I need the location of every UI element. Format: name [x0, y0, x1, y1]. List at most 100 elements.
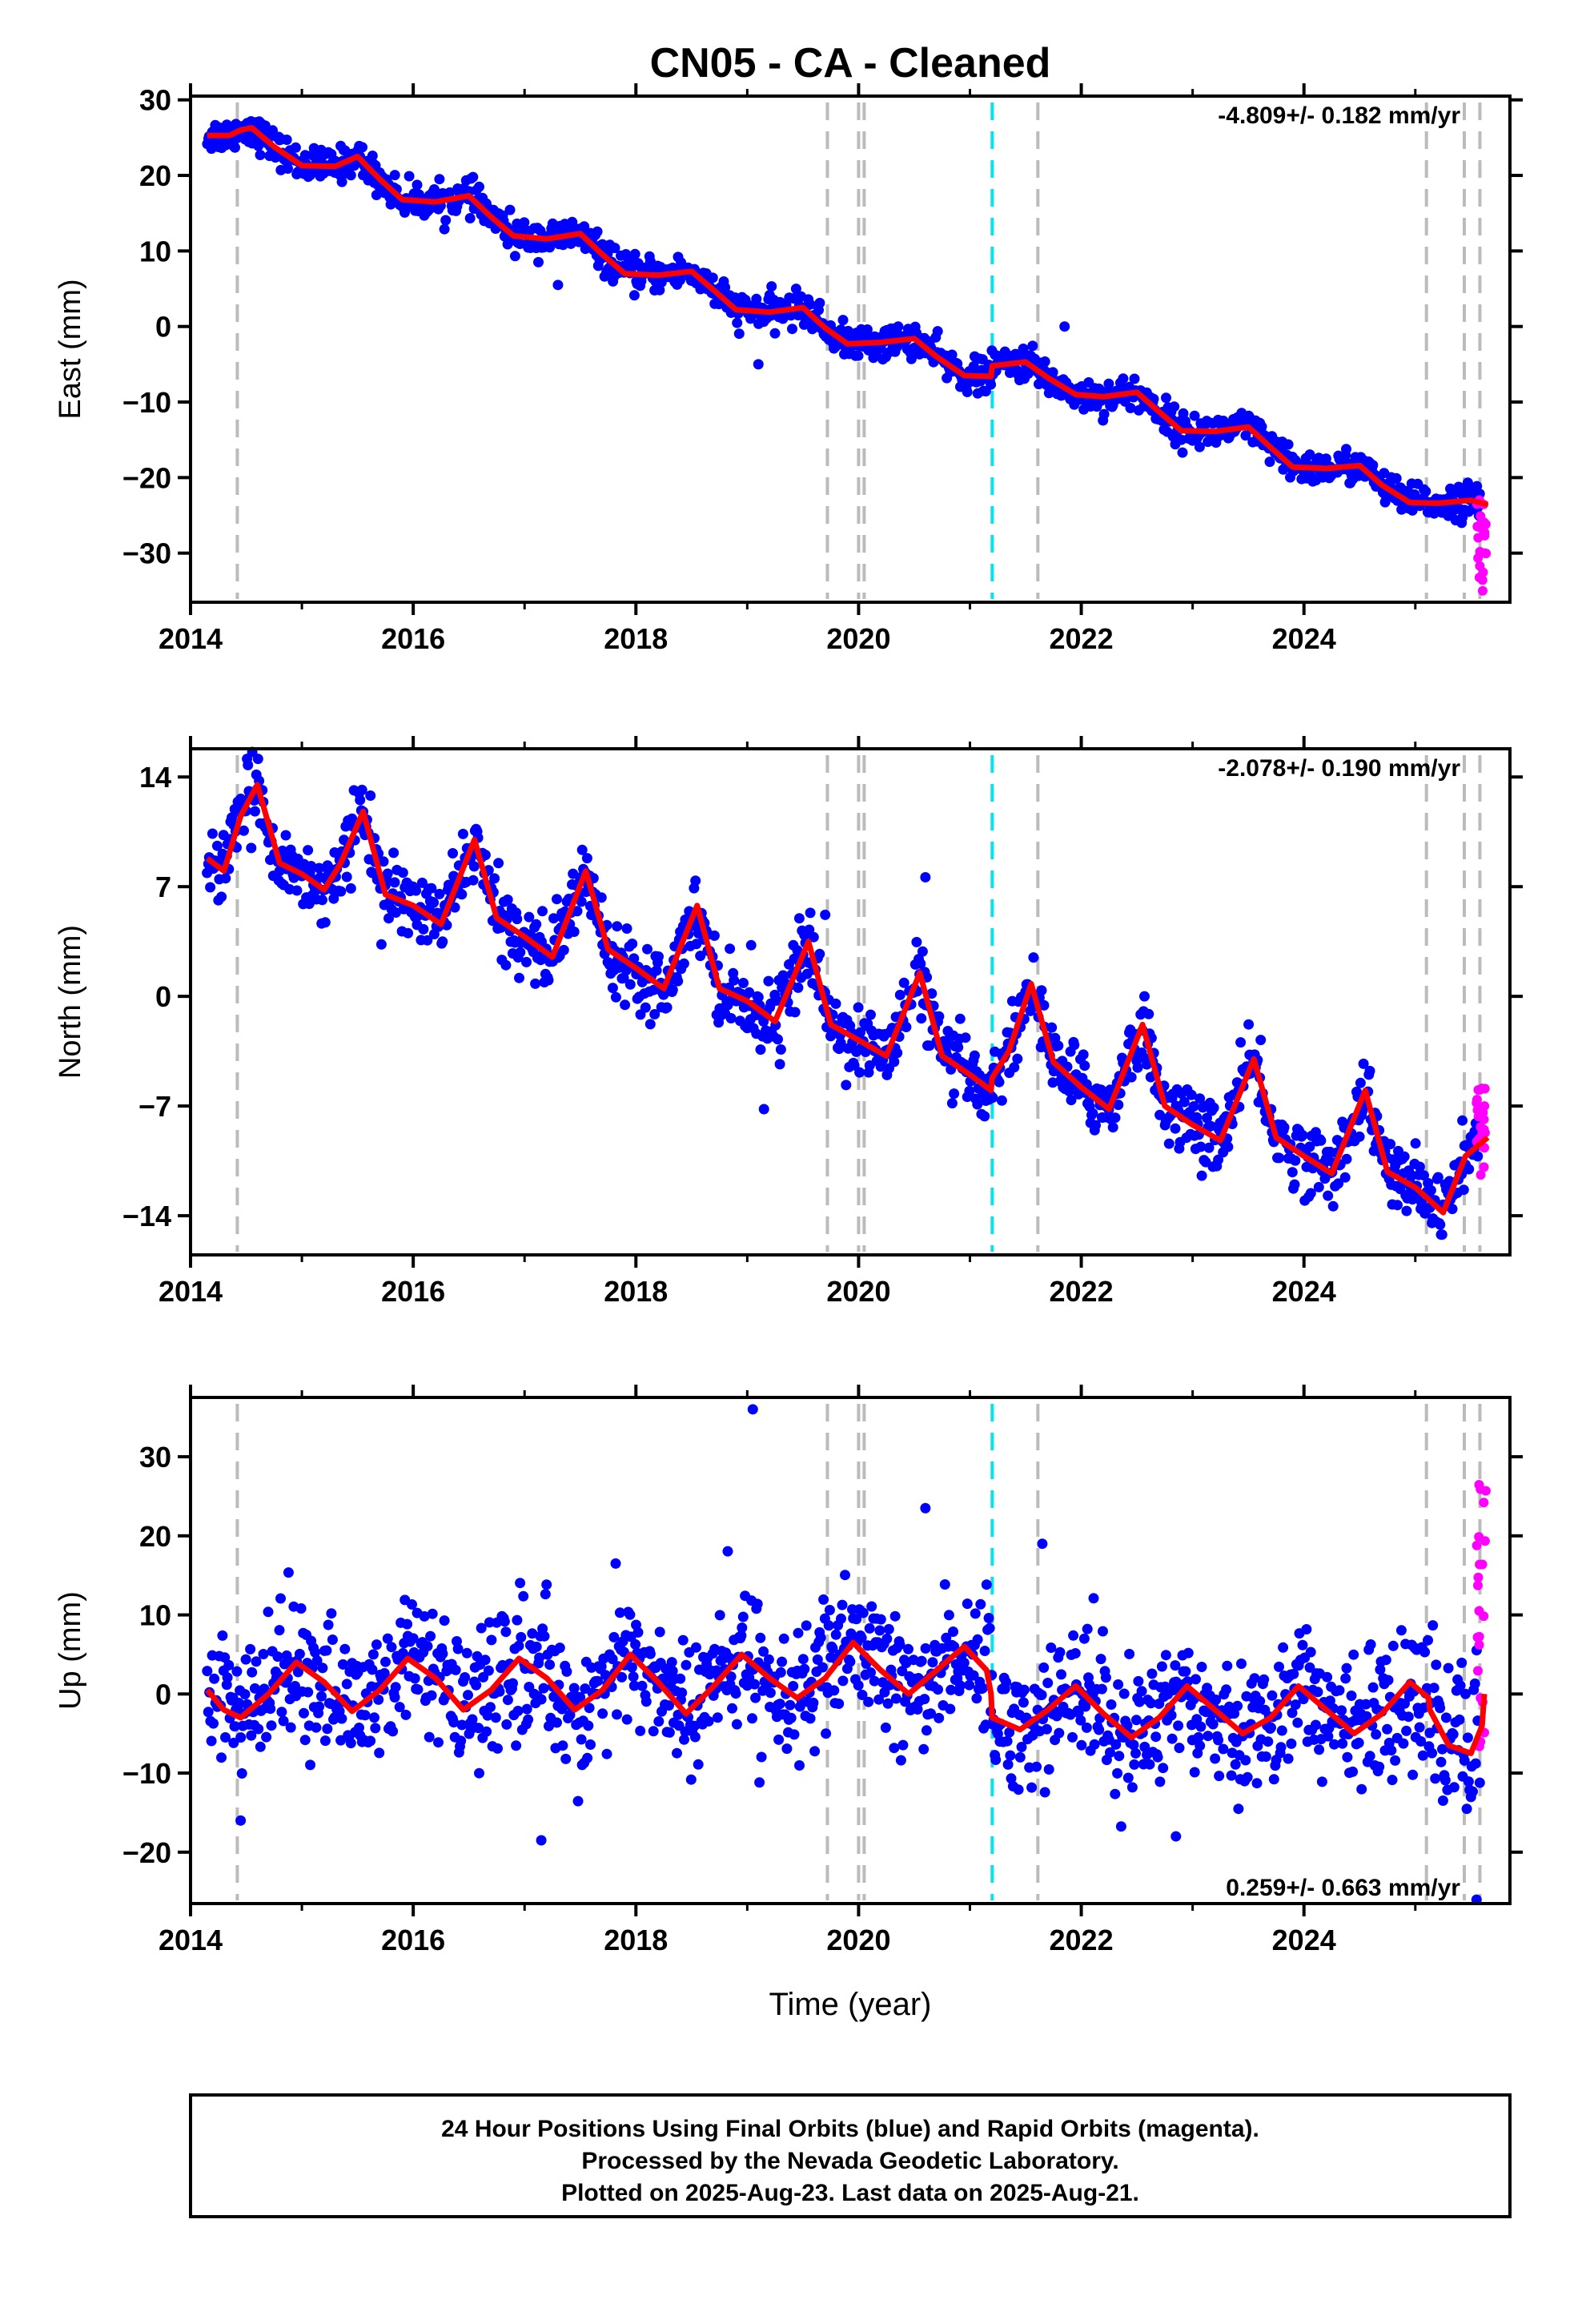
north-final-point	[618, 972, 629, 983]
up-final-point	[1310, 1719, 1321, 1731]
up-final-point	[1222, 1660, 1233, 1671]
up-final-point	[249, 1683, 260, 1694]
up-x-tick-label: 2018	[604, 1924, 668, 1956]
up-final-point	[456, 1735, 467, 1747]
up-final-point	[516, 1631, 527, 1642]
up-final-point	[840, 1570, 850, 1581]
up-final-point	[809, 1746, 821, 1757]
up-final-point	[1259, 1674, 1270, 1685]
up-final-point	[612, 1709, 622, 1720]
up-final-point	[921, 1725, 932, 1736]
up-final-point	[544, 1659, 556, 1671]
up-final-point	[283, 1567, 294, 1578]
north-final-point	[303, 845, 314, 856]
up-final-point	[833, 1699, 845, 1709]
north-final-point	[1410, 1138, 1421, 1149]
north-final-point	[849, 1059, 860, 1071]
up-final-point	[374, 1747, 385, 1759]
up-final-point	[425, 1630, 436, 1642]
up-final-point	[336, 1713, 347, 1724]
north-final-point	[596, 892, 607, 903]
north-final-point	[1304, 1141, 1315, 1152]
up-final-point	[1203, 1731, 1214, 1742]
north-final-point	[1457, 1115, 1468, 1126]
up-final-point	[664, 1727, 675, 1738]
up-final-point	[1390, 1755, 1401, 1766]
up-rapid-point	[1472, 1666, 1483, 1676]
up-final-point	[946, 1684, 957, 1695]
up-final-point	[1251, 1778, 1263, 1789]
north-final-point	[489, 873, 500, 884]
up-final-point	[327, 1634, 338, 1645]
footer-line-1: 24 Hour Positions Using Final Orbits (bl…	[441, 2116, 1259, 2142]
east-final-point	[336, 176, 347, 187]
north-final-point	[1432, 1172, 1443, 1183]
north-final-point	[1327, 1200, 1339, 1212]
up-final-point	[261, 1731, 272, 1743]
up-final-point	[1347, 1766, 1359, 1777]
north-final-point	[319, 917, 331, 928]
up-final-point	[499, 1616, 510, 1627]
up-final-point	[1356, 1783, 1367, 1795]
east-rapid-point	[1473, 553, 1484, 563]
north-final-point	[979, 1111, 990, 1122]
north-final-point	[1213, 1154, 1224, 1165]
up-final-point	[1054, 1727, 1065, 1739]
north-final-point	[434, 888, 445, 899]
up-final-point	[624, 1609, 636, 1620]
up-final-point	[730, 1688, 741, 1699]
up-final-point	[1360, 1699, 1371, 1710]
up-final-point	[703, 1715, 714, 1727]
up-final-point	[817, 1662, 828, 1673]
up-final-point	[426, 1690, 437, 1701]
east-rapid-point	[1477, 585, 1488, 596]
up-final-point	[635, 1725, 646, 1736]
north-final-point	[426, 883, 437, 894]
up-final-point	[1414, 1722, 1425, 1733]
north-final-point	[774, 1059, 785, 1070]
north-final-point	[1178, 1096, 1190, 1108]
north-final-point	[397, 867, 408, 879]
up-final-point	[781, 1743, 793, 1755]
figure-title: CN05 - CA - Cleaned	[650, 40, 1051, 86]
north-final-point	[1313, 1181, 1324, 1192]
up-final-point	[1462, 1732, 1473, 1743]
up-final-point	[875, 1614, 886, 1625]
up-final-point	[236, 1768, 247, 1779]
up-final-point	[1423, 1634, 1433, 1646]
up-final-point	[592, 1675, 603, 1687]
up-final-point	[502, 1695, 513, 1706]
east-final-point	[281, 135, 292, 145]
north-final-point	[1046, 1022, 1058, 1033]
north-final-point	[729, 975, 740, 986]
up-final-point	[229, 1721, 240, 1732]
up-final-point	[427, 1608, 438, 1619]
north-final-point	[1206, 1120, 1216, 1132]
north-final-point	[457, 828, 468, 839]
east-final-point	[805, 299, 816, 310]
up-final-point	[869, 1675, 880, 1687]
north-final-point	[892, 1047, 903, 1059]
up-final-point	[984, 1622, 995, 1634]
up-final-point	[1005, 1750, 1016, 1761]
up-final-point	[793, 1627, 804, 1638]
north-final-point	[744, 987, 755, 998]
up-final-point	[1312, 1687, 1323, 1698]
up-final-point	[821, 1728, 832, 1739]
up-final-point	[667, 1666, 678, 1677]
up-final-point	[737, 1611, 749, 1622]
up-final-point	[544, 1720, 554, 1731]
north-final-point	[543, 975, 554, 986]
up-final-point	[463, 1690, 473, 1701]
north-final-point	[500, 959, 512, 971]
north-final-point	[576, 844, 588, 855]
up-final-point	[251, 1656, 262, 1667]
north-final-point	[1425, 1184, 1436, 1196]
up-x-tick-label: 2020	[826, 1924, 890, 1956]
north-final-point	[306, 861, 317, 871]
up-final-point	[246, 1730, 257, 1741]
up-final-point	[1195, 1740, 1206, 1751]
up-final-point	[1095, 1654, 1106, 1665]
north-final-point	[1188, 1101, 1199, 1112]
north-final-point	[1195, 1141, 1207, 1152]
